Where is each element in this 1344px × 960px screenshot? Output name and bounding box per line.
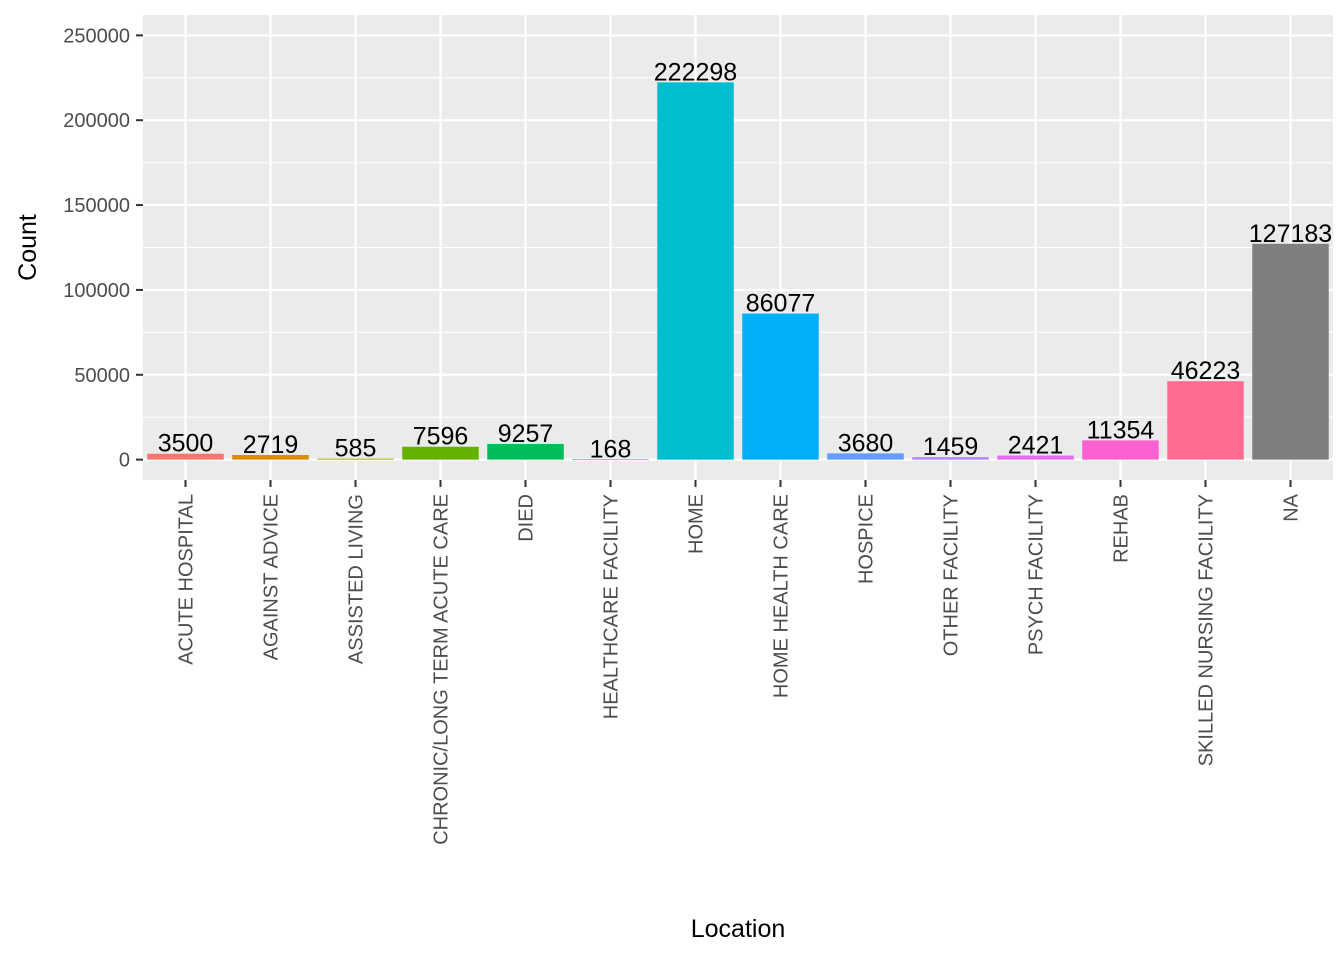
y-tick-label: 50000 [74,365,130,387]
x-tick-label: HEALTHCARE FACILITY [601,494,623,719]
x-axis-title: Location [691,915,786,943]
bar-data-label: 86077 [746,290,816,318]
y-tick-label: 250000 [63,25,130,47]
y-axis: 0 50000 100000 150000 200000 250000 [63,25,143,472]
bar [912,457,989,460]
x-tick-label: ACUTE HOSPITAL [176,494,198,665]
bar-data-label: 3500 [158,430,214,458]
bar [1167,381,1244,460]
bar [232,455,309,460]
bar-data-label: 222298 [654,58,737,86]
bar [1252,243,1329,460]
bar [997,455,1074,460]
bar-data-label: 11354 [1087,416,1155,444]
bar-data-label: 2719 [243,431,299,459]
x-tick-label: NA [1281,493,1303,521]
x-tick-label: SKILLED NURSING FACILITY [1196,494,1218,766]
bar-data-label: 2421 [1008,432,1064,460]
x-tick-label: PSYCH FACILITY [1026,494,1048,655]
bar-data-label: 1459 [923,433,979,461]
x-tick-label: OTHER FACILITY [941,494,963,656]
bars [147,82,1329,460]
bar-data-label: 168 [590,435,632,463]
y-tick-label: 200000 [63,110,130,132]
bar [827,453,904,460]
bar-data-label: 585 [335,435,377,463]
bar [572,459,649,460]
x-tick-label: HOME [686,494,708,554]
grid-lines [143,15,1333,480]
x-tick-label: REHAB [1111,494,1133,563]
x-tick-label: HOSPICE [856,494,878,584]
bar [487,443,564,460]
x-tick-label: AGAINST ADVICE [261,494,283,660]
bar-data-label: 46223 [1171,357,1241,385]
x-tick-label: DIED [516,494,538,542]
x-tick-label: ASSISTED LIVING [346,494,368,664]
bar [402,446,479,460]
x-tick-label: CHRONIC/LONG TERM ACUTE CARE [431,494,453,845]
bar-data-label: 127183 [1249,220,1332,248]
data-labels: 3500 2719 585 7596 9257 168 222298 86077 3680 145… [158,58,1333,463]
y-tick-label: 150000 [63,195,130,217]
bar [657,82,734,460]
bar [1082,440,1159,460]
bar [742,313,819,460]
x-tick-label: HOME HEALTH CARE [771,494,793,698]
bar [317,458,394,460]
y-axis-title: Count [14,214,42,281]
bar [147,453,224,460]
x-axis: ACUTE HOSPITAL AGAINST ADVICE ASSISTED LIV… [176,480,1303,845]
y-tick-label: 0 [119,450,130,472]
bar-data-label: 3680 [838,429,894,457]
y-tick-label: 100000 [63,280,130,302]
bar-data-label: 7596 [413,423,469,451]
bar-data-label: 9257 [498,420,554,448]
